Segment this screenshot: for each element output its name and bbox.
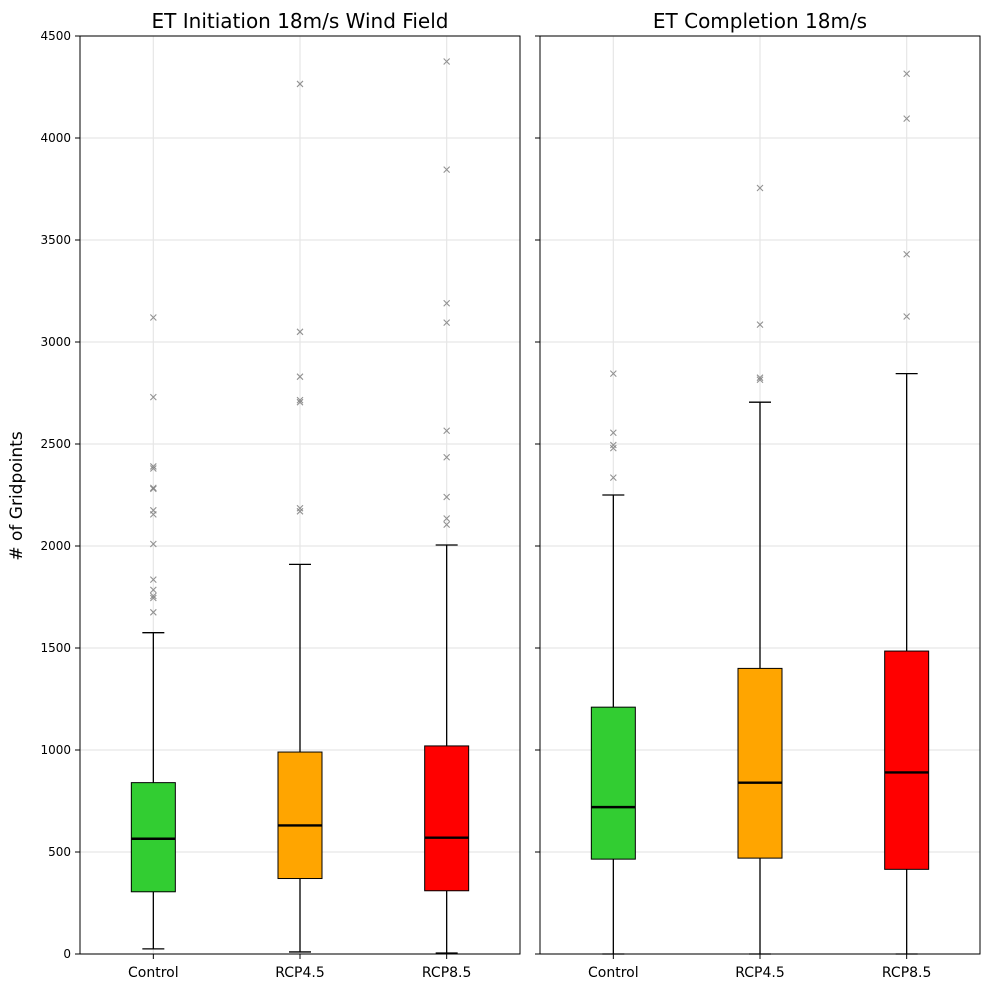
outlier-point [296,396,304,404]
outlier-point [443,427,451,435]
x-tick-label: RCP8.5 [422,965,472,981]
outlier-point [443,166,451,174]
y-tick-label: 3500 [40,233,71,247]
y-tick-label: 2000 [40,539,71,553]
y-tick-label: 4500 [40,29,71,43]
box-Control [130,782,176,893]
x-tick-label: RCP4.5 [735,965,785,981]
outlier-point [149,586,157,594]
outlier-point [443,453,451,461]
box-RCP4.5 [737,667,783,859]
outlier-point [609,474,617,482]
outlier-point [443,493,451,501]
y-tick-label: 1000 [40,743,71,757]
outlier-point [296,80,304,88]
y-tick-label: 2500 [40,437,71,451]
outlier-point [443,515,451,522]
outlier-point [149,393,157,401]
x-tick-label: Control [128,965,179,981]
outlier-point [756,321,764,329]
y-tick-label: 3000 [40,335,71,349]
outlier-point [609,444,617,452]
box-RCP8.5 [424,745,470,892]
panel-2: Control RCP4.5 RCP8.5 ET Completion 18m/s [535,9,981,981]
outlier-point [149,540,157,548]
box-RCP8.5 [884,650,930,870]
x-tick-label: Control [588,965,639,981]
outlier-point [149,594,157,602]
outlier-point [756,184,764,192]
outlier-point [903,115,911,123]
outlier-point [609,429,617,437]
y-tick-label: 4000 [40,131,71,145]
outlier-point [296,398,304,406]
panel-title: ET Completion 18m/s [653,9,867,33]
outlier-point [296,373,304,381]
outlier-point [903,313,911,320]
outlier-point [903,70,911,78]
outlier-point [609,441,617,449]
outlier-point [149,463,157,470]
x-tick-label: RCP8.5 [882,965,932,981]
outlier-point [149,506,157,514]
outlier-point [903,250,911,258]
outlier-point [443,319,451,327]
y-tick-label: 1500 [40,641,71,655]
panel-title: ET Initiation 18m/s Wind Field [152,9,449,33]
outlier-point [149,592,157,600]
y-tick-label: 0 [63,947,71,961]
y-axis-label: # of Gridpoints [7,431,27,560]
outlier-point [296,504,304,512]
panel-1: 0 500 1000 1500 2000 2500 3000 3500 4000 4500 Cont… [40,9,521,981]
outlier-point [756,374,764,382]
outlier-point [149,485,157,493]
outlier-point [609,370,617,378]
outlier-point [296,507,304,515]
box-RCP4.5 [277,751,323,880]
outlier-point [149,576,157,584]
outlier-point [296,328,304,336]
outlier-point [149,608,157,616]
outlier-point [443,58,451,65]
outlier-point [443,299,451,307]
y-tick-label: 500 [48,845,71,859]
outlier-point [756,376,764,384]
outlier-point [149,465,157,472]
outlier-point [443,521,451,528]
outlier-point [149,314,157,321]
box-Control [590,706,636,860]
x-tick-label: RCP4.5 [275,965,325,981]
outlier-point [149,484,157,492]
